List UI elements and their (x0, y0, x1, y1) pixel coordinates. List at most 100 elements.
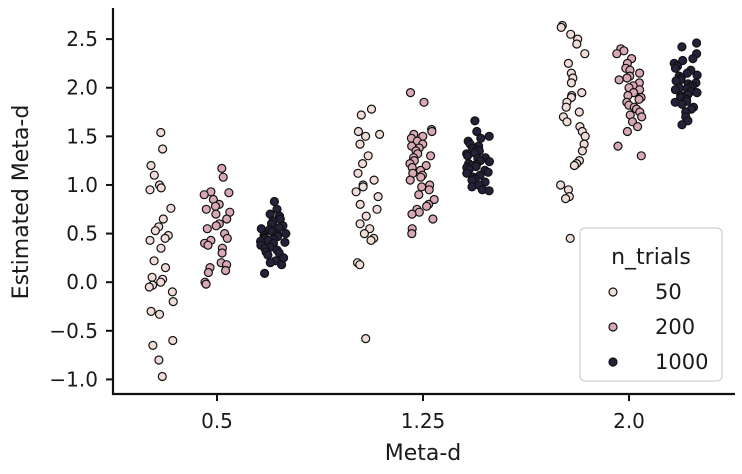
point-n50-0_5-17 (147, 272, 157, 282)
point-n1000-2_0-1 (677, 42, 687, 52)
point-n50-0_5-16 (160, 263, 171, 273)
legend-frame (579, 227, 723, 382)
point-n1000-1_25-16 (484, 157, 494, 167)
point-n1000-1_25-0 (470, 116, 480, 126)
point-n200-2_0-2 (612, 49, 622, 59)
point-n200-2_0-25 (637, 112, 647, 122)
point-n1000-1_25-25 (462, 168, 472, 178)
point-n50-0_5-2 (146, 160, 156, 171)
point-n1000-2_0-7 (670, 63, 681, 73)
point-n50-2_0-6 (563, 58, 574, 69)
point-n200-0_5-14 (202, 224, 212, 234)
point-n200-1_25-13 (426, 151, 436, 161)
point-n200-0_5-0 (217, 163, 227, 173)
point-n200-1_25-1 (419, 97, 429, 107)
point-n1000-1_25-3 (476, 133, 486, 143)
point-n50-2_0-20 (580, 131, 590, 141)
point-n50-0_5-22 (167, 287, 177, 297)
point-n200-0_5-1 (218, 172, 228, 182)
point-n50-0_5-14 (156, 243, 166, 253)
point-n200-0_5-3 (224, 188, 234, 198)
point-n200-2_0-29 (613, 141, 623, 151)
point-n50-2_0-25 (569, 160, 580, 171)
point-n50-0_5-7 (166, 203, 176, 213)
point-n200-0_5-16 (222, 233, 232, 243)
legend-label-50: 50 (655, 280, 682, 304)
point-n200-0_5-21 (217, 248, 227, 258)
point-n50-2_0-14 (561, 102, 571, 112)
point-n50-1_25-24 (361, 334, 371, 344)
point-n1000-2_0-4 (678, 55, 688, 66)
point-n50-0_5-19 (156, 277, 166, 287)
legend-marker-200 (608, 322, 618, 332)
point-n50-1_25-19 (359, 229, 369, 239)
point-n50-0_5-6 (145, 185, 155, 195)
point-n200-0_5-19 (203, 240, 213, 250)
point-n50-2_0-4 (572, 39, 582, 49)
point-n200-1_25-27 (414, 190, 424, 200)
point-n50-1_25-11 (358, 182, 368, 192)
point-n50-1_25-16 (361, 211, 371, 221)
legend-entries: 50 200 1000 (608, 280, 708, 374)
point-n200-1_25-33 (407, 209, 417, 219)
point-n1000-0_5-0 (269, 196, 279, 207)
point-n50-1_25-3 (375, 129, 385, 139)
y-axis-label: Estimated Meta-d (9, 105, 34, 300)
y-tick-label: −0.5 (49, 319, 98, 343)
point-n200-0_5-25 (221, 265, 231, 276)
point-n50-0_5-23 (168, 297, 178, 307)
point-n1000-1_25-2 (484, 131, 494, 141)
point-n200-2_0-10 (614, 75, 624, 85)
point-n50-1_25-21 (366, 235, 376, 245)
point-n200-2_0-7 (634, 68, 645, 78)
point-n50-1_25-14 (355, 199, 365, 209)
point-n50-2_0-22 (577, 146, 588, 156)
point-n200-1_25-36 (407, 229, 417, 239)
point-n200-1_25-22 (416, 172, 426, 182)
point-n1000-0_5-12 (281, 229, 291, 239)
x-tick-label: 2.0 (613, 409, 645, 433)
point-n1000-1_25-12 (463, 151, 473, 161)
point-n50-2_0-17 (562, 117, 572, 127)
point-n1000-2_0-0 (691, 38, 702, 48)
point-n200-1_25-3 (427, 126, 437, 137)
point-n50-1_25-7 (358, 159, 368, 169)
point-n1000-2_0-36 (677, 120, 687, 130)
point-n1000-0_5-21 (280, 237, 290, 247)
point-n50-0_5-8 (158, 214, 168, 224)
point-n50-1_25-13 (373, 192, 383, 202)
point-n200-1_25-25 (417, 182, 427, 192)
point-n50-0_5-26 (168, 335, 178, 346)
point-n50-0_5-12 (160, 233, 170, 243)
point-n50-0_5-25 (154, 309, 165, 319)
point-n200-0_5-10 (211, 209, 221, 219)
point-n200-2_0-27 (632, 121, 643, 132)
x-axis-label: Meta-d (385, 441, 462, 466)
point-n50-1_25-15 (372, 204, 382, 214)
point-n1000-2_0-3 (688, 53, 698, 64)
point-n50-1_25-8 (353, 168, 363, 178)
point-n50-2_0-9 (566, 78, 577, 88)
point-n50-2_0-10 (577, 87, 587, 98)
point-n50-0_5-0 (156, 127, 166, 138)
point-n50-0_5-27 (148, 340, 158, 350)
point-n50-0_5-28 (154, 355, 164, 365)
point-n1000-1_25-34 (484, 186, 494, 196)
point-n1000-0_5-29 (263, 250, 273, 260)
x-ticks: 0.5 1.25 2.0 (201, 394, 645, 433)
point-n200-1_25-30 (422, 201, 432, 211)
point-n200-1_25-23 (405, 175, 415, 185)
point-n50-1_25-2 (353, 126, 363, 137)
x-tick-label: 1.25 (401, 409, 446, 433)
legend-title: n_trials (611, 245, 691, 270)
point-n50-2_0-15 (574, 107, 584, 117)
point-n200-1_25-17 (421, 160, 431, 171)
point-n200-0_5-13 (211, 221, 221, 231)
point-n50-1_25-17 (355, 219, 365, 229)
point-n50-2_0-30 (565, 233, 575, 243)
point-n1000-2_0-23 (692, 87, 702, 98)
point-n50-2_0-2 (566, 29, 576, 39)
point-n1000-2_0-10 (692, 70, 702, 80)
point-n50-1_25-9 (369, 175, 379, 185)
